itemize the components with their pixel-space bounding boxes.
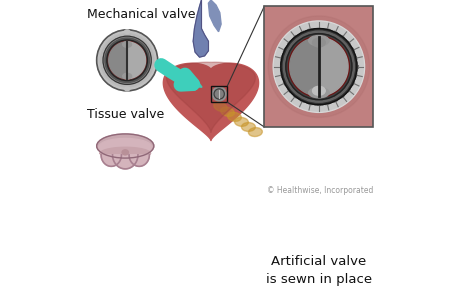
Ellipse shape	[248, 128, 262, 136]
Polygon shape	[112, 155, 138, 169]
Ellipse shape	[98, 138, 151, 156]
Circle shape	[213, 89, 224, 99]
Circle shape	[273, 21, 364, 112]
Polygon shape	[129, 155, 149, 166]
Circle shape	[215, 90, 223, 98]
Ellipse shape	[123, 73, 131, 79]
Circle shape	[280, 28, 356, 105]
Text: Tissue valve: Tissue valve	[87, 108, 164, 121]
Circle shape	[106, 40, 147, 81]
Polygon shape	[163, 63, 258, 140]
Ellipse shape	[96, 134, 153, 158]
Ellipse shape	[124, 30, 129, 34]
Text: Mechanical valve: Mechanical valve	[87, 8, 195, 21]
Circle shape	[96, 30, 157, 91]
Bar	[264, 6, 373, 127]
Ellipse shape	[312, 86, 325, 95]
Polygon shape	[100, 147, 150, 154]
Polygon shape	[127, 42, 145, 79]
Ellipse shape	[308, 35, 328, 46]
Ellipse shape	[312, 38, 325, 47]
Polygon shape	[193, 0, 208, 57]
Ellipse shape	[124, 87, 129, 91]
Polygon shape	[318, 38, 347, 96]
Text: © Healthwise, Incorporated: © Healthwise, Incorporated	[267, 186, 373, 195]
Circle shape	[283, 31, 354, 102]
Polygon shape	[289, 38, 318, 96]
Text: Artificial valve
is sewn in place: Artificial valve is sewn in place	[265, 255, 371, 286]
FancyArrow shape	[157, 61, 202, 87]
Circle shape	[108, 41, 146, 80]
Ellipse shape	[123, 42, 131, 47]
Polygon shape	[208, 0, 221, 32]
Circle shape	[98, 32, 156, 89]
Ellipse shape	[241, 122, 255, 131]
Circle shape	[288, 36, 348, 97]
Ellipse shape	[268, 16, 369, 118]
Ellipse shape	[213, 102, 227, 112]
Polygon shape	[108, 42, 127, 79]
Circle shape	[212, 87, 226, 101]
Circle shape	[100, 34, 153, 87]
Bar	[211, 86, 227, 102]
Ellipse shape	[227, 112, 241, 122]
Ellipse shape	[220, 107, 234, 116]
Circle shape	[285, 34, 351, 100]
Circle shape	[274, 22, 363, 111]
Ellipse shape	[122, 150, 128, 155]
Ellipse shape	[308, 88, 328, 98]
Polygon shape	[166, 62, 255, 132]
Circle shape	[105, 38, 149, 82]
Ellipse shape	[234, 117, 248, 126]
Circle shape	[103, 36, 151, 84]
Ellipse shape	[280, 28, 356, 105]
Polygon shape	[101, 155, 121, 166]
